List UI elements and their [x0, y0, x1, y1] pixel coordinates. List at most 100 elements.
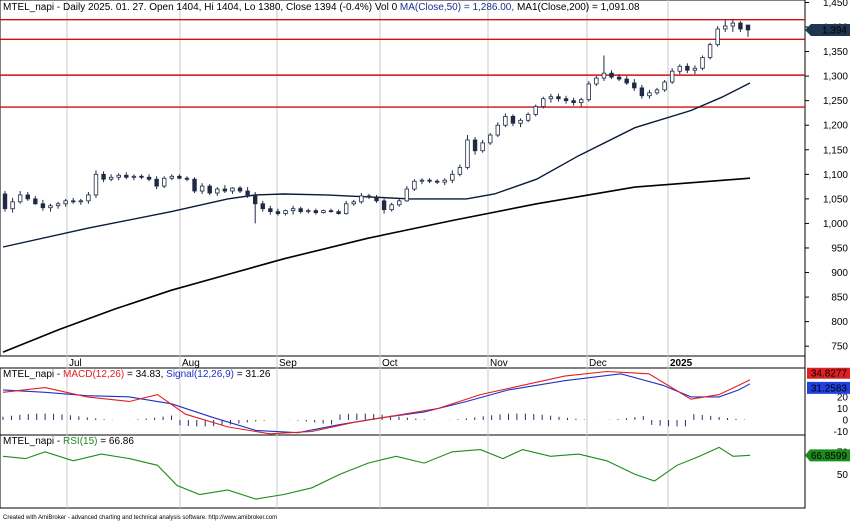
candle-body: [260, 203, 265, 210]
candle-body: [541, 98, 546, 107]
candle-body: [184, 177, 190, 180]
candle-body: [624, 78, 629, 84]
candle: [298, 206, 303, 214]
candle-body: [116, 174, 121, 178]
candle: [108, 174, 114, 182]
candle-body: [306, 210, 311, 213]
candle-body: [601, 72, 607, 79]
y-tick-label: 1,000: [823, 219, 848, 230]
candle-body: [465, 139, 470, 168]
candle-body: [245, 190, 250, 196]
candle-body: [146, 176, 152, 180]
price-panel: [0, 0, 806, 357]
candle: [78, 198, 84, 205]
candle: [328, 208, 334, 213]
candle: [632, 79, 637, 91]
candle-body: [669, 70, 675, 83]
candle-body: [677, 65, 682, 72]
candle-body: [639, 87, 645, 97]
candle: [10, 197, 15, 213]
candle: [184, 176, 190, 182]
candle: [351, 199, 356, 206]
candle-body: [571, 100, 576, 104]
candle: [192, 177, 197, 193]
candle: [556, 93, 561, 102]
last-price-tag: [805, 23, 850, 36]
candle-body: [510, 115, 516, 124]
candle: [290, 205, 296, 215]
candle-body: [525, 114, 531, 121]
candle-body: [71, 200, 76, 203]
candle: [283, 209, 288, 216]
macd-y-tick-label: 0: [842, 415, 848, 426]
candle: [17, 191, 23, 204]
candle-body: [434, 180, 440, 183]
candle-body: [313, 210, 319, 214]
candle: [518, 118, 523, 128]
candle: [480, 139, 485, 153]
candle: [33, 195, 38, 205]
candle: [154, 176, 159, 190]
candle: [548, 93, 554, 103]
candle-body: [427, 179, 432, 182]
candle-body: [389, 204, 394, 211]
footer-credit: Created with AmiBroker - advanced charti…: [3, 515, 277, 521]
candle-body: [715, 28, 720, 46]
candle: [488, 133, 493, 145]
candle: [116, 173, 121, 181]
rsi-y-tick-label: 50: [837, 470, 849, 481]
candle-body: [78, 200, 84, 203]
candle: [647, 89, 652, 99]
candle: [419, 178, 425, 185]
candle: [313, 208, 319, 215]
macd-header: MTEL_napi - MACD(12,26) = 34.83, Signal(…: [3, 369, 271, 380]
candle: [715, 26, 720, 47]
candle: [639, 84, 645, 99]
candle: [215, 187, 220, 196]
candle: [541, 96, 546, 109]
candle-body: [480, 142, 485, 152]
y-tick-label: 750: [831, 342, 848, 353]
chart-background: [0, 0, 806, 509]
candle: [25, 191, 30, 201]
x-tick-label: Jul: [69, 358, 82, 369]
candle: [252, 191, 258, 224]
rsi-panel: [0, 434, 806, 509]
rsi-value-label: 66.8599: [811, 451, 848, 462]
candle-body: [404, 188, 410, 202]
candle-body: [594, 77, 599, 85]
candle-body: [101, 173, 106, 180]
candle-body: [351, 201, 356, 205]
candle-body: [381, 200, 387, 211]
candle: [139, 174, 144, 180]
candle: [669, 68, 675, 84]
candle-body: [139, 175, 144, 178]
candle-body: [222, 188, 228, 192]
x-tick-label: Sep: [279, 358, 297, 369]
candle: [222, 185, 228, 193]
candle-body: [692, 67, 698, 71]
candle: [563, 95, 569, 104]
candle-body: [343, 203, 349, 215]
candle: [571, 97, 576, 106]
candle-body: [268, 208, 273, 213]
candle: [465, 135, 470, 170]
candle: [503, 113, 508, 128]
candle-body: [40, 203, 46, 209]
candle-body: [366, 195, 372, 198]
candle: [199, 183, 205, 194]
candle: [586, 81, 591, 102]
candle: [366, 193, 372, 199]
candle-body: [730, 22, 736, 27]
candle-body: [359, 195, 364, 203]
candle-body: [556, 96, 561, 100]
candle: [93, 170, 99, 198]
y-tick-label: 1,250: [823, 96, 848, 107]
candle-body: [230, 187, 235, 192]
candle-body: [723, 25, 728, 30]
candle: [63, 198, 68, 207]
candle-body: [252, 194, 258, 205]
candle-body: [169, 175, 174, 179]
candle-body: [397, 200, 402, 206]
candle-body: [518, 119, 523, 124]
